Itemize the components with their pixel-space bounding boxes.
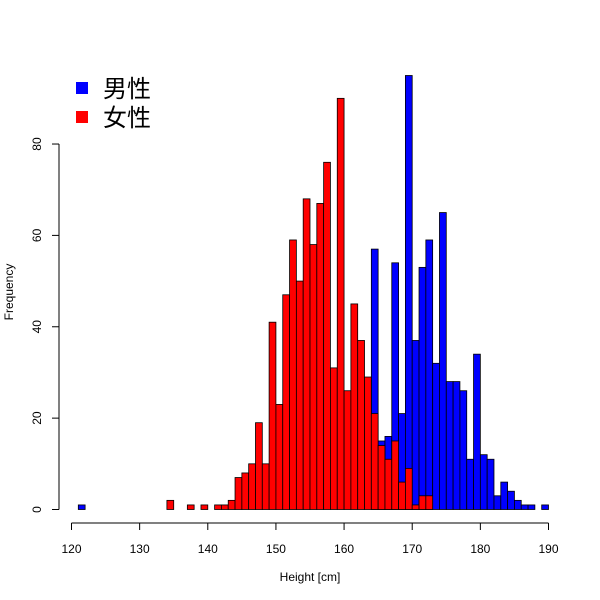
bar (364, 376, 372, 510)
bar (384, 458, 393, 510)
bar (398, 481, 406, 510)
bar (166, 499, 175, 510)
bar (255, 422, 263, 510)
bar (227, 499, 236, 510)
bar (214, 504, 222, 510)
y-tick-label: 40 (30, 320, 44, 334)
bar (357, 340, 365, 510)
bar (514, 499, 522, 510)
legend-item: 男性 (76, 75, 151, 103)
bar (377, 445, 386, 510)
bar (302, 198, 311, 510)
bar (404, 75, 413, 510)
y-tick-label: 80 (30, 137, 44, 151)
bar (336, 97, 345, 510)
bar (486, 458, 495, 510)
bar (268, 321, 277, 510)
legend-swatch (76, 111, 88, 123)
x-tick-label: 160 (334, 542, 354, 556)
bar (452, 381, 461, 510)
bar (520, 504, 529, 510)
legend-item: 女性 (76, 104, 151, 132)
x-tick-label: 180 (470, 542, 490, 556)
bar (248, 463, 256, 510)
bar (507, 490, 515, 510)
legend-label: 男性 (103, 75, 151, 103)
bar (370, 413, 379, 510)
bars-layer (77, 75, 549, 510)
bar (200, 504, 209, 510)
bar (391, 440, 399, 510)
bar (289, 239, 297, 510)
bar (275, 404, 284, 510)
x-tick-label: 140 (198, 542, 218, 556)
bar (418, 266, 427, 510)
bar (330, 367, 338, 510)
y-tick-label: 60 (30, 228, 44, 242)
bar (295, 280, 304, 510)
bar (343, 390, 352, 510)
x-tick-label: 120 (61, 542, 81, 556)
x-axis: 120 130 140 150 160 170 180 190 (61, 522, 559, 556)
bar (541, 504, 549, 510)
bar (411, 504, 420, 510)
bar (425, 495, 434, 510)
bar (261, 463, 270, 510)
bar (425, 239, 434, 510)
x-tick-label: 190 (538, 542, 558, 556)
bar (439, 212, 447, 510)
bar (418, 495, 427, 510)
legend-swatch (76, 82, 88, 94)
bar (445, 381, 454, 510)
bar (411, 340, 420, 510)
x-tick-label: 130 (130, 542, 150, 556)
axes-layer: 120 130 140 150 160 170 180 190 0 20 40 60 80 (30, 137, 559, 556)
bar (500, 481, 509, 510)
bar (527, 504, 536, 510)
bar (323, 161, 331, 510)
y-tick-label: 20 (30, 411, 44, 425)
bar (241, 472, 250, 510)
bar (316, 203, 325, 510)
bar (459, 390, 468, 510)
y-axis: 0 20 40 60 80 (30, 137, 60, 513)
bar (473, 353, 481, 510)
bar (493, 495, 502, 510)
bar (432, 362, 440, 510)
bar (404, 467, 413, 510)
x-axis-label: Height [cm] (280, 570, 341, 584)
bar (186, 504, 195, 510)
bar (234, 477, 243, 510)
bar (282, 294, 290, 510)
bar (479, 454, 488, 510)
x-tick-label: 170 (402, 542, 422, 556)
bar (309, 244, 318, 510)
legend-label: 女性 (103, 104, 151, 132)
bar (77, 504, 86, 510)
x-tick-label: 150 (266, 542, 286, 556)
y-tick-label: 0 (30, 506, 44, 513)
y-axis-label: Frequency (2, 264, 16, 321)
bar (466, 458, 474, 510)
bar (350, 303, 359, 510)
bar (221, 504, 229, 510)
series-2-bars (166, 97, 434, 510)
